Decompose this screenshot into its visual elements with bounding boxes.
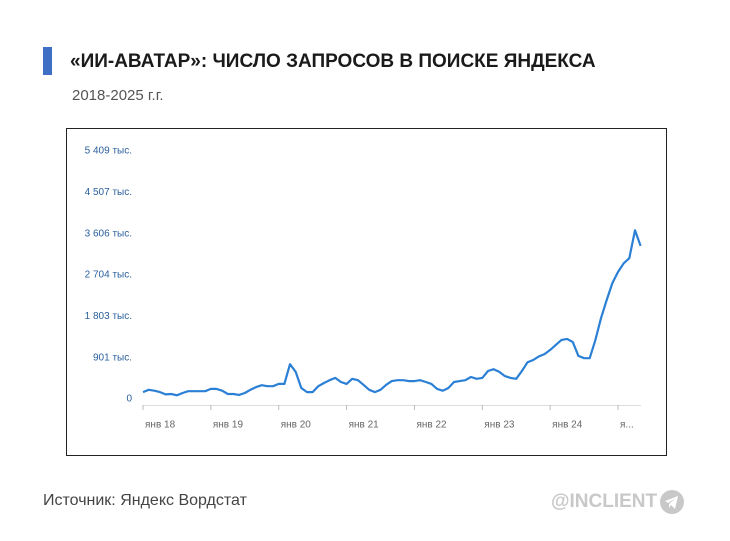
telegram-icon: [660, 490, 684, 514]
y-tick-label: 2 704 тыс.: [85, 270, 132, 281]
chart-subtitle: 2018-2025 г.г.: [72, 87, 164, 104]
x-tick-label: янв 24: [552, 420, 583, 431]
x-tick-label: янв 20: [281, 420, 312, 431]
chart-title: «ИИ-АВАТАР»: ЧИСЛО ЗАПРОСОВ В ПОИСКЕ ЯНД…: [70, 51, 596, 72]
title-accent: [43, 47, 52, 75]
source: Источник: Яндекс Вордстат: [43, 492, 248, 509]
x-tick-label: янв 23: [484, 420, 515, 431]
y-tick-label: 3 606 тыс.: [85, 228, 132, 239]
y-tick-label: 901 тыс.: [93, 352, 132, 363]
x-tick-label: янв 18: [145, 420, 176, 431]
brand: @INCLIENT: [551, 491, 658, 512]
x-tick-label: янв 21: [349, 420, 380, 431]
y-tick-label: 4 507 тыс.: [85, 187, 132, 198]
plot-frame: [66, 128, 667, 456]
x-tick-label: янв 19: [213, 420, 244, 431]
y-tick-label: 1 803 тыс.: [85, 311, 132, 322]
data-line: [142, 229, 642, 397]
x-tick-label: я...: [620, 420, 634, 431]
y-tick-label: 5 409 тыс.: [85, 146, 132, 157]
y-tick-label: 0: [126, 394, 132, 405]
x-tick-label: янв 22: [416, 420, 447, 431]
